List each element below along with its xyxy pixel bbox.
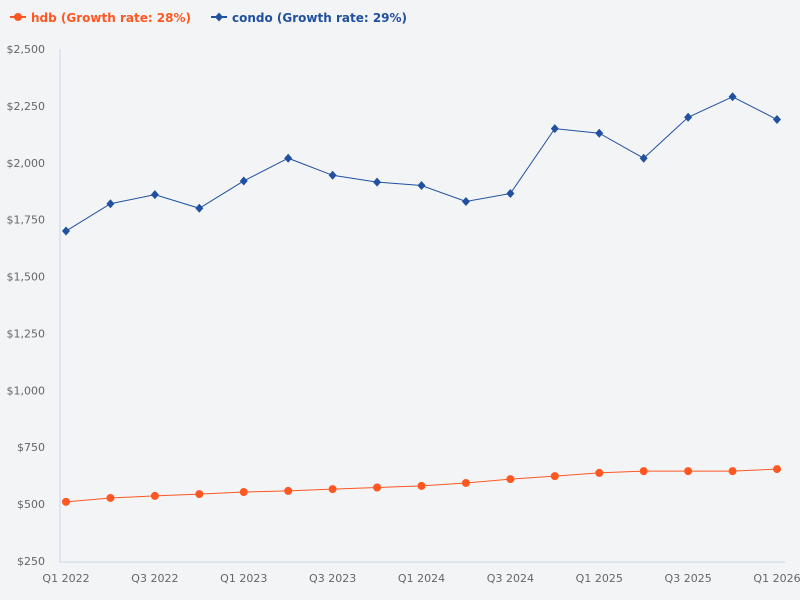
data-point — [239, 488, 248, 497]
y-tick-label: $1,750 — [7, 214, 46, 227]
data-point — [106, 199, 115, 209]
data-point — [728, 92, 737, 102]
y-tick-label: $1,000 — [7, 384, 46, 397]
x-tick-label: Q1 2025 — [576, 572, 623, 585]
series-line-condo — [65, 96, 778, 232]
x-tick-label: Q3 2025 — [665, 572, 712, 585]
data-point — [684, 467, 693, 476]
legend: hdb (Growth rate: 28%) condo (Growth rate… — [10, 11, 407, 25]
x-tick-label: Q1 2022 — [42, 572, 89, 585]
data-point — [595, 128, 604, 138]
y-tick-label: $2,250 — [7, 100, 46, 113]
legend-marker-icon — [14, 13, 22, 21]
data-point — [461, 478, 470, 487]
data-point — [417, 181, 426, 191]
data-point — [506, 475, 515, 484]
data-point — [506, 188, 515, 198]
data-point — [461, 196, 470, 206]
data-point — [373, 177, 382, 187]
y-tick-label: $500 — [17, 498, 45, 511]
y-axis: $250 $500 $750 $1,000 $1,250 $1,500 $1,750 $2,0… — [7, 43, 61, 568]
y-tick-label: $2,500 — [7, 43, 46, 56]
legend-item: hdb (Growth rate: 28%) — [31, 11, 191, 25]
data-point — [328, 485, 337, 494]
x-tick-label: Q1 2026 — [753, 572, 800, 585]
y-tick-label: $250 — [17, 555, 45, 568]
data-point — [284, 486, 293, 495]
data-point — [595, 468, 604, 477]
data-point — [550, 124, 559, 134]
data-point — [62, 497, 70, 506]
data-point — [417, 481, 426, 490]
y-tick-label: $1,250 — [7, 327, 46, 340]
data-point — [106, 493, 115, 502]
legend-marker-icon — [215, 12, 224, 22]
x-tick-label: Q1 2024 — [398, 572, 445, 585]
data-point — [773, 115, 781, 125]
data-point — [62, 226, 70, 236]
data-point — [773, 465, 781, 474]
data-point — [195, 203, 204, 213]
data-point — [150, 491, 159, 500]
data-point — [639, 467, 648, 476]
data-point — [284, 153, 293, 163]
data-point — [195, 490, 204, 499]
y-tick-label: $2,000 — [7, 157, 46, 170]
data-point — [639, 153, 648, 163]
y-tick-label: $1,500 — [7, 271, 46, 284]
data-point — [550, 472, 559, 481]
data-point — [373, 483, 382, 492]
data-point — [150, 190, 159, 200]
x-axis: Q1 2022 Q3 2022 Q1 2023 Q3 2023 Q1 2024 Q3 20… — [42, 561, 800, 585]
plot-area — [62, 92, 781, 506]
legend-item: condo (Growth rate: 29%) — [232, 11, 407, 25]
y-tick-label: $750 — [17, 441, 45, 454]
x-tick-label: Q3 2024 — [487, 572, 534, 585]
data-point — [728, 467, 737, 476]
data-point — [239, 176, 248, 186]
x-tick-label: Q3 2022 — [131, 572, 178, 585]
x-tick-label: Q3 2023 — [309, 572, 356, 585]
x-tick-label: Q1 2023 — [220, 572, 267, 585]
data-point — [328, 170, 337, 180]
data-point — [684, 112, 693, 122]
